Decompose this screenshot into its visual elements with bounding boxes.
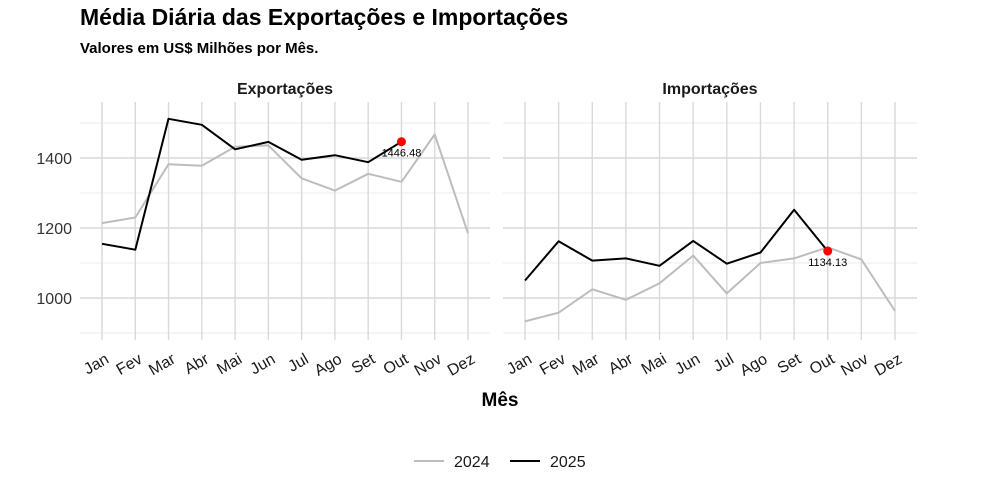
x-tick-label: Mai xyxy=(639,351,670,379)
x-tick-label: Out xyxy=(381,350,412,378)
highlight-point xyxy=(396,137,406,147)
series-line-2024 xyxy=(524,246,896,323)
legend-label-2024: 2024 xyxy=(454,454,490,471)
chart-subtitle: Valores em US$ Milhões por Mês. xyxy=(80,40,319,57)
x-tick-label: Ago xyxy=(312,351,345,380)
x-tick-label: Jan xyxy=(81,351,112,379)
x-tick-label: Abr xyxy=(182,350,213,378)
x-tick-label: Ago xyxy=(737,351,770,380)
series-line-2025 xyxy=(524,208,829,282)
highlight-label: 1134.13 xyxy=(808,257,847,269)
chart-title: Média Diária das Exportações e Importaçõ… xyxy=(80,4,569,30)
x-tick-label: Fev xyxy=(537,351,569,379)
x-tick-label: Jul xyxy=(711,351,737,376)
highlight-point xyxy=(823,246,833,256)
series-line-2025 xyxy=(101,117,403,251)
x-tick-label: Abr xyxy=(606,350,637,378)
x-tick-label: Jul xyxy=(285,351,311,376)
series-line-2024 xyxy=(101,133,469,234)
y-tick-label: 1200 xyxy=(36,221,72,238)
x-axis-title: Mês xyxy=(482,390,519,411)
panel-title: Importações xyxy=(662,81,757,98)
x-tick-label: Jun xyxy=(672,351,703,379)
x-tick-label: Set xyxy=(349,350,379,377)
panel-title: Exportações xyxy=(237,81,333,98)
x-tick-label: Dez xyxy=(872,351,905,380)
x-tick-label: Fev xyxy=(114,351,146,379)
x-tick-label: Jun xyxy=(248,351,279,379)
x-tick-label: Mar xyxy=(146,350,179,379)
x-tick-label: Out xyxy=(807,350,838,378)
x-tick-label: Jan xyxy=(504,351,535,379)
x-tick-label: Mai xyxy=(214,351,245,379)
legend-label-2025: 2025 xyxy=(550,454,586,471)
x-tick-label: Nov xyxy=(838,351,871,380)
x-tick-label: Set xyxy=(775,350,805,377)
x-tick-label: Mar xyxy=(570,350,603,379)
highlight-label: 1446.48 xyxy=(382,148,422,160)
y-tick-label: 1000 xyxy=(36,291,72,308)
x-tick-label: Nov xyxy=(412,351,445,380)
x-tick-label: Dez xyxy=(445,351,478,380)
y-tick-label: 1400 xyxy=(36,151,72,168)
